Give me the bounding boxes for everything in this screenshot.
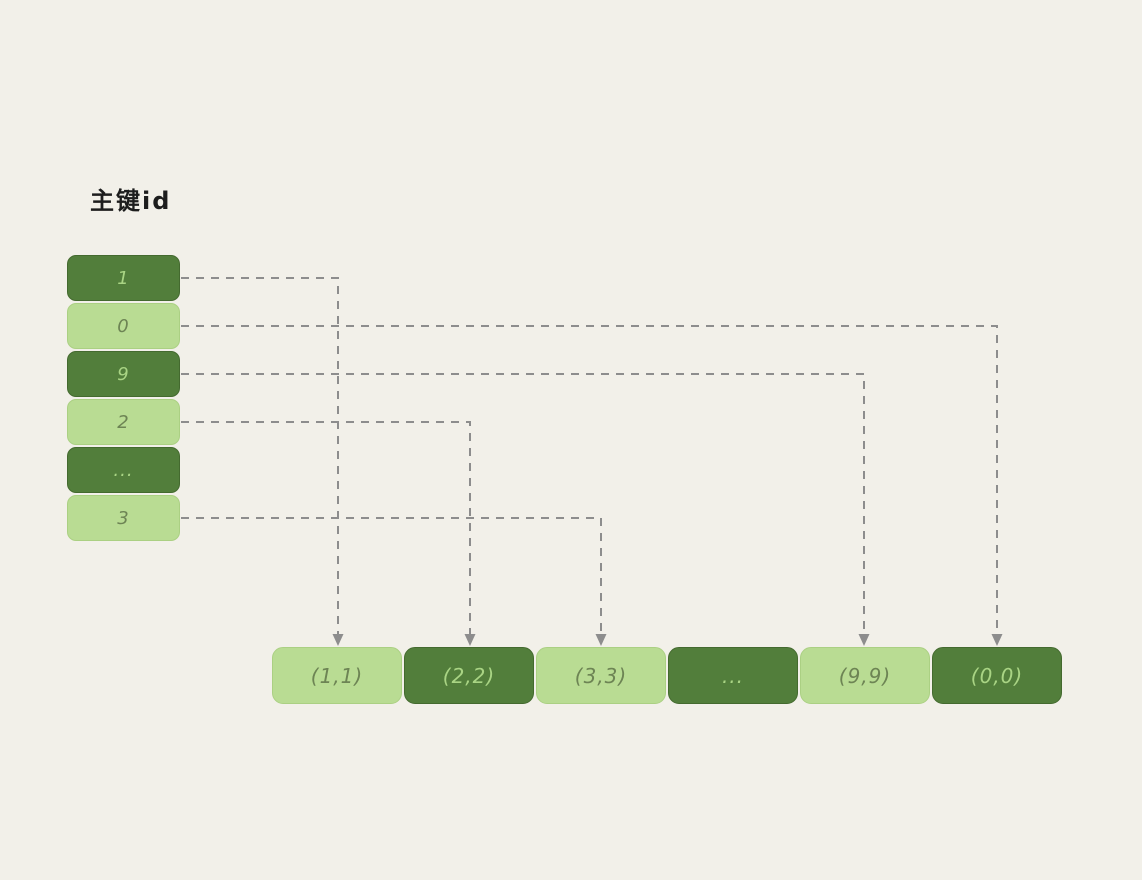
connector-line [181,277,339,634]
pair-box-ellipsis: ... [668,647,798,704]
pk-box-label: 2 [117,411,130,433]
pk-box-label: 9 [117,363,130,385]
pk-box-label: 1 [117,267,130,289]
connector-line [181,373,865,634]
pair-box-9-9: (9,9) [800,647,930,704]
pk-box-label: ... [113,459,134,481]
pk-box-1: 1 [67,255,180,301]
pk-box-0: 0 [67,303,180,349]
pair-box-label: (3,3) [574,663,628,688]
connector-line [181,421,471,634]
pk-box-9: 9 [67,351,180,397]
pair-box-label: (9,9) [838,663,892,688]
pair-box-label: ... [721,663,745,688]
pair-box-0-0: (0,0) [932,647,1062,704]
connector-arrowhead-icon [332,634,344,646]
pair-row: (1,1) (2,2) (3,3) ... (9,9) (0,0) [272,647,1062,704]
pk-box-label: 0 [117,315,130,337]
pair-box-1-1: (1,1) [272,647,402,704]
pk-box-label: 3 [117,507,130,529]
connector-line [181,325,998,634]
pair-box-3-3: (3,3) [536,647,666,704]
pk-box-ellipsis: ... [67,447,180,493]
pair-box-label: (0,0) [970,663,1024,688]
connector-arrowhead-icon [595,634,607,646]
pair-box-label: (2,2) [442,663,496,688]
pair-box-label: (1,1) [310,663,364,688]
connector-arrowhead-icon [464,634,476,646]
primary-key-column: 1 0 9 2 ... 3 [67,255,180,541]
connector-line [181,517,602,634]
connector-arrowhead-icon [991,634,1003,646]
pk-box-2: 2 [67,399,180,445]
diagram-title: 主键id [90,187,172,215]
pair-box-2-2: (2,2) [404,647,534,704]
pk-box-3: 3 [67,495,180,541]
connector-arrowhead-icon [858,634,870,646]
